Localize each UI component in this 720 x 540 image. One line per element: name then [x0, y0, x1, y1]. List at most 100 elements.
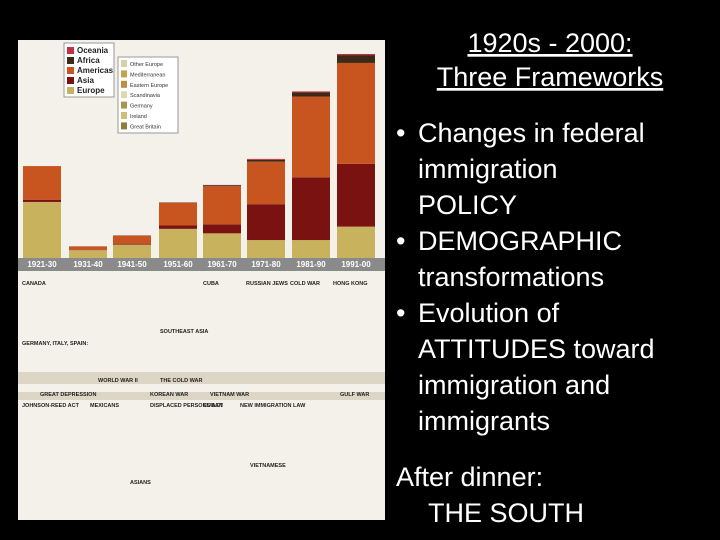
legend-label: Eastern Europe	[130, 83, 168, 89]
decade-band	[18, 258, 385, 271]
legend-label: Germany	[130, 104, 153, 110]
timeline-label: CUBAN	[203, 403, 223, 409]
x-tick-label: 1991-00	[341, 260, 371, 269]
legend-label: Other Europe	[130, 62, 163, 68]
legend-label: Great Britain	[130, 124, 161, 130]
bar-segment	[69, 250, 107, 258]
x-tick-label: 1981-90	[296, 260, 326, 269]
bar-segment	[23, 166, 61, 200]
bar-segment	[292, 91, 330, 93]
timeline-label: RUSSIAN JEWS	[246, 281, 288, 287]
legend-swatch	[121, 112, 127, 119]
bullet-text: Evolution of	[418, 298, 560, 328]
legend-swatch	[121, 91, 127, 99]
timeline-label: THE COLD WAR	[160, 378, 202, 384]
europe-legend-box	[117, 56, 179, 134]
bar-segment	[203, 224, 241, 234]
chart: 1921-30 1931-40 1941-50 1951-60 1961-70 1971-…	[22, 46, 375, 486]
legend-swatch	[67, 77, 74, 84]
bullet-text: immigration and	[418, 370, 610, 400]
legend-label: Americas	[77, 66, 114, 75]
bar-segment	[247, 158, 285, 160]
legend-swatch	[67, 67, 74, 74]
timeline-label: VIETNAMESE	[250, 463, 286, 469]
bar-segment	[337, 55, 375, 63]
legend-label: Africa	[77, 56, 100, 65]
bar-segment	[337, 226, 375, 258]
bar-segment	[247, 159, 285, 162]
legend-label: Oceania	[77, 46, 109, 55]
bar-segment	[247, 161, 285, 205]
timeline-label: WORLD WAR II	[98, 378, 138, 384]
bar-segment	[203, 185, 241, 187]
x-tick-label: 1951-60	[163, 260, 193, 269]
war-band	[18, 392, 385, 400]
legend-swatch	[67, 87, 74, 94]
slide-title: Three Frameworks	[437, 62, 664, 92]
legend-label: Mediterranean	[130, 72, 165, 78]
timeline-label: GULF WAR	[340, 392, 369, 398]
bar-segment	[203, 186, 241, 225]
bullet-text: transformations	[418, 262, 604, 292]
bar-segment	[159, 203, 197, 226]
legend-swatch	[67, 57, 74, 64]
timeline-label: SOUTHEAST ASIA	[160, 329, 208, 335]
legend-label: Ireland	[130, 114, 147, 120]
footer-text: After dinner:	[396, 462, 543, 492]
timeline-label: VIETNAM WAR	[210, 392, 249, 398]
bullet-text: immigration	[418, 154, 558, 184]
timeline-label: NEW IMMIGRATION LAW	[240, 403, 306, 409]
timeline-label: HONG KONG	[333, 281, 368, 287]
bar-segment	[23, 201, 61, 258]
bar-segment	[292, 177, 330, 241]
legend-label: Europe	[77, 86, 105, 95]
bar-segment	[337, 163, 375, 227]
timeline-label: CUBA	[203, 281, 219, 287]
legend-swatch	[121, 80, 127, 88]
bar-segment	[159, 228, 197, 258]
footer-text: THE SOUTH	[428, 498, 584, 528]
bar-segment	[69, 246, 107, 250]
slide-text: 1920s - 2000: Three Frameworks • Changes in…	[396, 28, 663, 528]
bar-segment	[113, 235, 151, 244]
legend-swatch	[121, 122, 127, 130]
bar-segment	[23, 199, 61, 202]
bar-segment	[113, 243, 151, 245]
bullet-text: immigrants	[418, 406, 550, 436]
bar-segment	[113, 244, 151, 258]
timeline-label: CANADA	[22, 281, 46, 287]
bullet-dot: •	[396, 226, 405, 256]
bullet-text: Changes in federal	[418, 118, 645, 148]
timeline-label: JOHNSON-REED ACT	[22, 403, 80, 409]
timeline-label: ASIANS	[130, 480, 151, 486]
timeline-label: DISPLACED PERSONS ACT	[150, 403, 223, 409]
bullet-text: DEMOGRAPHIC	[418, 226, 622, 256]
timeline-label: COLD WAR	[290, 281, 320, 287]
x-tick-label: 1921-30	[27, 260, 57, 269]
legend-swatch	[67, 47, 74, 54]
timeline-label: GERMANY, ITALY, SPAIN:	[22, 341, 88, 347]
bar-segment	[337, 62, 375, 164]
bar-segment	[337, 53, 375, 56]
legend-label: Asia	[77, 76, 94, 85]
legend-swatch	[121, 101, 127, 109]
slide-title: 1920s - 2000:	[467, 28, 632, 58]
x-tick-label: 1961-70	[207, 260, 237, 269]
legend-swatch	[121, 60, 127, 67]
x-tick-label: 1941-50	[117, 260, 147, 269]
bar-segment	[292, 240, 330, 258]
war-band	[18, 372, 385, 384]
x-tick-label: 1971-80	[251, 260, 281, 269]
bullet-text: POLICY	[418, 190, 517, 220]
bar-segment	[292, 92, 330, 97]
bar-segment	[292, 96, 330, 178]
timeline-label: GREAT DEPRESSION	[40, 392, 96, 398]
bullet-dot: •	[396, 298, 405, 328]
bar-segment	[247, 204, 285, 241]
bar-segment	[203, 233, 241, 258]
bar-segment	[159, 225, 197, 229]
bullet-text: ATTITUDES toward	[418, 334, 655, 364]
legend-label: Scandinavia	[130, 93, 161, 99]
x-tick-label: 1931-40	[73, 260, 103, 269]
